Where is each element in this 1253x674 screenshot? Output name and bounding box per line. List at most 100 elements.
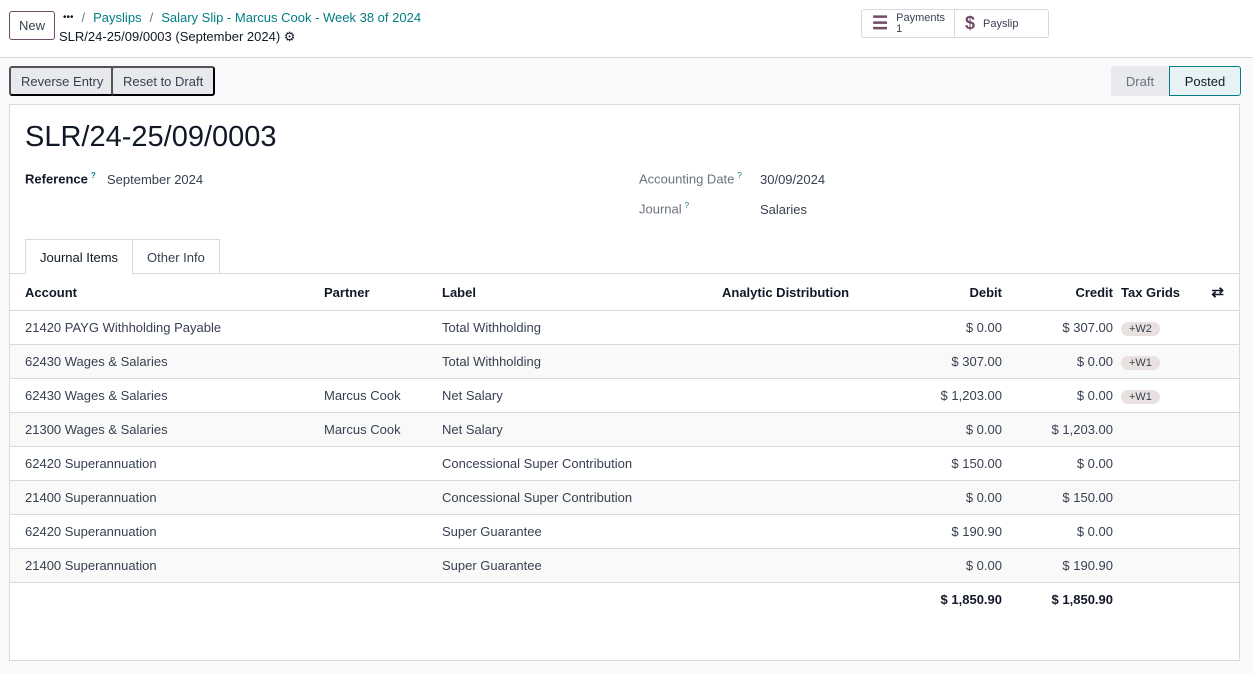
reverse-entry-button[interactable]: Reverse Entry [9, 66, 116, 96]
tab-journal-items[interactable]: Journal Items [25, 239, 134, 274]
col-label[interactable]: Label [427, 273, 707, 311]
cell-debit[interactable]: $ 0.00 [887, 548, 1017, 583]
col-debit[interactable]: Debit [887, 273, 1017, 311]
cell-partner[interactable] [309, 344, 427, 379]
cell-credit[interactable]: $ 0.00 [1017, 378, 1119, 413]
cell-tax[interactable]: +W2 [1119, 310, 1196, 345]
cell-account[interactable]: 62430 Wages & Salaries [10, 378, 309, 413]
cell-credit[interactable]: $ 150.00 [1017, 480, 1119, 515]
cell-empty[interactable] [1195, 310, 1239, 345]
table-row[interactable]: 21400 Superannuation Concessional Super C… [10, 480, 1239, 515]
cell-credit[interactable]: $ 190.90 [1017, 548, 1119, 583]
table-row[interactable]: 21400 Superannuation Super Guarantee $ 0.0… [10, 548, 1239, 583]
cell-account[interactable]: 21400 Superannuation [10, 480, 309, 515]
cell-label[interactable]: Net Salary [427, 378, 707, 413]
cell-label[interactable]: Concessional Super Contribution [427, 446, 707, 481]
cell-credit[interactable]: $ 307.00 [1017, 310, 1119, 345]
table-row[interactable]: 62420 Superannuation Concessional Super C… [10, 446, 1239, 481]
reset-to-draft-button[interactable]: Reset to Draft [111, 66, 216, 96]
help-icon[interactable]: ? [737, 171, 742, 180]
status-posted[interactable]: Posted [1169, 66, 1241, 96]
cell-label[interactable]: Total Withholding [427, 344, 707, 379]
payslip-button[interactable]: $ Payslip [955, 10, 1048, 37]
cell-debit[interactable]: $ 150.00 [887, 446, 1017, 481]
cell-debit[interactable]: $ 307.00 [887, 344, 1017, 379]
cell-tax[interactable] [1119, 446, 1196, 481]
cell-empty[interactable] [707, 344, 887, 379]
cell-empty[interactable] [1195, 480, 1239, 515]
cell-empty[interactable] [707, 480, 887, 515]
cell-empty[interactable] [1195, 378, 1239, 413]
sliders-icon[interactable]: ⇄ [1211, 284, 1224, 301]
payments-button[interactable]: ☰ Payments 1 [862, 10, 955, 37]
cell-empty[interactable] [707, 446, 887, 481]
cell-partner[interactable] [309, 514, 427, 549]
cell-account[interactable]: 62420 Superannuation [10, 446, 309, 481]
cell-empty[interactable] [1195, 412, 1239, 447]
cell-empty[interactable] [707, 412, 887, 447]
cell-credit[interactable]: $ 0.00 [1017, 446, 1119, 481]
cell-debit[interactable]: $ 0.00 [887, 480, 1017, 515]
more-breadcrumbs-icon[interactable]: ••• [63, 12, 74, 23]
cell-empty[interactable] [1195, 548, 1239, 583]
cell-account[interactable]: 21300 Wages & Salaries [10, 412, 309, 447]
cell-tax[interactable]: +W1 [1119, 344, 1196, 379]
reference-field[interactable]: September 2024 [107, 172, 204, 187]
cell-account[interactable]: 21420 PAYG Withholding Payable [10, 310, 309, 345]
col-account[interactable]: Account [10, 273, 309, 311]
cell-account[interactable]: 62420 Superannuation [10, 514, 309, 549]
cell-empty[interactable] [1195, 514, 1239, 549]
cell-empty[interactable] [1195, 344, 1239, 379]
accounting-date-field[interactable]: 30/09/2024 [760, 172, 826, 187]
breadcrumb-payslips[interactable]: Payslips [93, 10, 142, 25]
cell-credit[interactable]: $ 0.00 [1017, 514, 1119, 549]
table-row[interactable]: 62420 Superannuation Super Guarantee $ 190… [10, 514, 1239, 549]
table-row[interactable]: 21300 Wages & Salaries Marcus Cook Net Sal… [10, 412, 1239, 447]
cell-debit[interactable]: $ 1,203.00 [887, 378, 1017, 413]
col-partner[interactable]: Partner [309, 273, 427, 311]
status-draft[interactable]: Draft [1111, 66, 1169, 96]
cell-label[interactable]: Super Guarantee [427, 548, 707, 583]
col-credit[interactable]: Credit [1017, 273, 1119, 311]
col-analytic[interactable]: Analytic Distribution [707, 273, 887, 311]
cell-tax[interactable]: +W1 [1119, 378, 1196, 413]
cell-empty[interactable] [707, 548, 887, 583]
cell-credit[interactable]: $ 1,203.00 [1017, 412, 1119, 447]
cell-label[interactable]: Total Withholding [427, 310, 707, 345]
cell-label[interactable]: Net Salary [427, 412, 707, 447]
cell-partner[interactable] [309, 480, 427, 515]
journal-field[interactable]: Salaries [760, 202, 807, 217]
cell-label[interactable]: Super Guarantee [427, 514, 707, 549]
cell-debit[interactable]: $ 0.00 [887, 412, 1017, 447]
cell-partner[interactable]: Marcus Cook [309, 378, 427, 413]
cell-tax[interactable] [1119, 412, 1196, 447]
table-row[interactable]: 21420 PAYG Withholding Payable Total With… [10, 310, 1239, 345]
col-tax-grids[interactable]: Tax Grids [1119, 273, 1196, 311]
cell-partner[interactable] [309, 446, 427, 481]
cell-empty[interactable] [707, 310, 887, 345]
cell-empty[interactable] [707, 514, 887, 549]
cell-label[interactable]: Concessional Super Contribution [427, 480, 707, 515]
table-row[interactable]: 62430 Wages & Salaries Total Withholding $… [10, 344, 1239, 379]
cell-tax[interactable] [1119, 548, 1196, 583]
cell-partner[interactable] [309, 548, 427, 583]
cell-partner[interactable] [309, 310, 427, 345]
table-row[interactable]: 62430 Wages & Salaries Marcus Cook Net Sal… [10, 378, 1239, 413]
cell-partner[interactable]: Marcus Cook [309, 412, 427, 447]
cell-tax[interactable] [1119, 514, 1196, 549]
cell-credit[interactable]: $ 0.00 [1017, 344, 1119, 379]
tab-other-info[interactable]: Other Info [133, 239, 220, 274]
cell-account[interactable]: 62430 Wages & Salaries [10, 344, 309, 379]
breadcrumb-salary-slip[interactable]: Salary Slip - Marcus Cook - Week 38 of 2… [161, 10, 422, 25]
cell-account[interactable]: 21400 Superannuation [10, 548, 309, 583]
cell-debit[interactable]: $ 190.90 [887, 514, 1017, 549]
optional-columns-toggle[interactable]: ⇄ [1195, 273, 1239, 311]
help-icon[interactable]: ? [90, 171, 96, 180]
help-icon[interactable]: ? [684, 201, 690, 210]
new-button[interactable]: New [9, 11, 55, 40]
cell-empty[interactable] [707, 378, 887, 413]
gear-icon[interactable]: ⚙ [283, 29, 296, 44]
cell-debit[interactable]: $ 0.00 [887, 310, 1017, 345]
cell-tax[interactable] [1119, 480, 1196, 515]
cell-empty[interactable] [1195, 446, 1239, 481]
